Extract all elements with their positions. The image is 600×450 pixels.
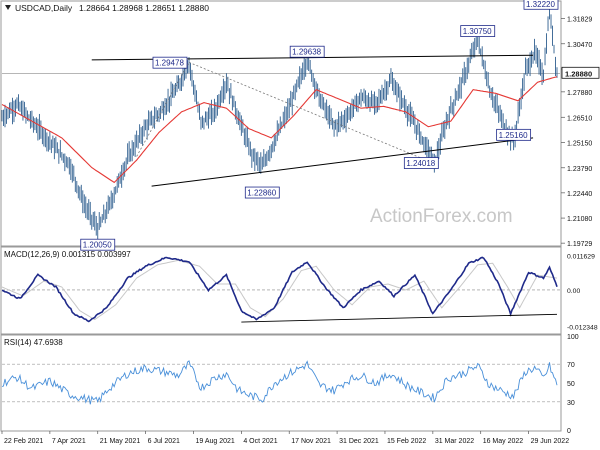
price-y-tick-label: 1.22440 bbox=[567, 191, 592, 198]
watermark-layer: ActionForex.com bbox=[370, 206, 513, 227]
price-title: USDCAD,Daily bbox=[15, 3, 73, 13]
price-ohlc: 1.28664 1.28968 1.28651 1.28880 bbox=[79, 3, 209, 13]
price-y-tick-label: 1.23790 bbox=[567, 166, 592, 173]
price-annotation-box bbox=[496, 128, 532, 141]
price-annotation-box bbox=[80, 238, 116, 251]
macd-layer bbox=[1, 256, 560, 323]
price-annotation-label: 1.25160 bbox=[499, 131, 528, 140]
current-price-box bbox=[561, 66, 600, 79]
price-y-tick-label: 1.21080 bbox=[567, 216, 592, 223]
x-tick-label: 31 Dec 2021 bbox=[339, 438, 379, 445]
x-tick-label: 6 Jul 2021 bbox=[148, 438, 180, 445]
rsi-y-tick-label: 50 bbox=[567, 381, 575, 388]
macd-y-tick-label: 0.011629 bbox=[567, 253, 595, 260]
rsi-panel-frame bbox=[0, 334, 562, 432]
price-annotation-label: 1.24018 bbox=[406, 159, 435, 168]
x-tick-label: 22 Feb 2021 bbox=[4, 438, 43, 445]
macd-panel-frame bbox=[0, 246, 562, 335]
rsi-y-tick-label: 100 bbox=[567, 334, 579, 341]
moving-average-line bbox=[1, 76, 558, 184]
x-tick-label: 7 Apr 2021 bbox=[52, 438, 86, 445]
price-annotation-box bbox=[523, 0, 559, 10]
price-y-tick-label: 1.27880 bbox=[567, 90, 592, 97]
price-y-tick-label: 1.25150 bbox=[567, 141, 592, 148]
price-annotation-box bbox=[460, 25, 496, 37]
rsi-y-tick-label: 30 bbox=[567, 400, 575, 407]
guide-line bbox=[188, 61, 435, 164]
price-annotation-label: 1.30750 bbox=[463, 27, 492, 36]
price-y-tick-label: 1.19729 bbox=[567, 241, 592, 248]
rsi-line bbox=[1, 360, 558, 405]
price-y-tick-label: 1.30470 bbox=[567, 42, 592, 49]
price-annotation-box bbox=[289, 45, 325, 58]
rsi-title: RSI(14) 47.6938 bbox=[4, 338, 63, 347]
watermark: ActionForex.com bbox=[370, 206, 513, 227]
price-panel-frame bbox=[0, 0, 562, 247]
price-y-tick-label: 1.31829 bbox=[567, 17, 592, 24]
x-tick-label: 16 May 2022 bbox=[483, 438, 524, 445]
x-tick-label: 19 Aug 2021 bbox=[195, 438, 234, 445]
price-annotation-box bbox=[244, 186, 280, 199]
price-annotation-box bbox=[403, 157, 439, 169]
price-annotation-label: 1.22860 bbox=[247, 189, 276, 198]
price-layer: 1.20050 1.29478 1.22860 1.29638 1.24018 1.307… bbox=[1, 0, 559, 251]
price-annotation-label: 1.29638 bbox=[292, 48, 321, 57]
chart-header: USDCAD,Daily 1.28664 1.28968 1.28651 1.2… bbox=[5, 3, 209, 13]
rsi-y-tick-label: 0 bbox=[567, 428, 571, 435]
price-y-tick-label: 1.26510 bbox=[567, 115, 592, 122]
x-tick-label: 21 May 2021 bbox=[100, 438, 141, 445]
axis-layer: 1.318291.304701.291101.278801.265101.251… bbox=[1, 17, 600, 445]
rsi-layer bbox=[1, 360, 560, 405]
price-annotation-label: 1.20050 bbox=[83, 241, 112, 250]
x-tick-label: 4 Oct 2021 bbox=[243, 438, 277, 445]
guide-line bbox=[136, 62, 190, 157]
macd-y-tick-label: 0.00 bbox=[567, 288, 580, 295]
macd-title: MACD(12,26,9) 0.001315 0.003997 bbox=[4, 250, 131, 259]
price-annotation-box bbox=[152, 56, 188, 69]
x-tick-label: 29 Jun 2022 bbox=[531, 438, 570, 445]
x-tick-label: 17 Nov 2021 bbox=[291, 438, 331, 445]
trendline bbox=[151, 137, 534, 187]
macd-y-tick-label: -0.012348 bbox=[567, 325, 598, 332]
current-price-label: 1.28880 bbox=[565, 69, 592, 78]
x-tick-label: 31 Mar 2022 bbox=[435, 438, 474, 445]
price-annotation-label: 1.29478 bbox=[155, 59, 184, 68]
rsi-y-tick-label: 70 bbox=[567, 362, 575, 369]
x-tick-label: 15 Feb 2022 bbox=[387, 438, 426, 445]
dropdown-triangle-icon[interactable] bbox=[5, 5, 11, 10]
macd-trendline bbox=[241, 313, 558, 323]
macd-signal-line bbox=[1, 259, 558, 321]
price-annotation-label: 1.32220 bbox=[526, 0, 555, 9]
macd-line bbox=[1, 256, 558, 323]
